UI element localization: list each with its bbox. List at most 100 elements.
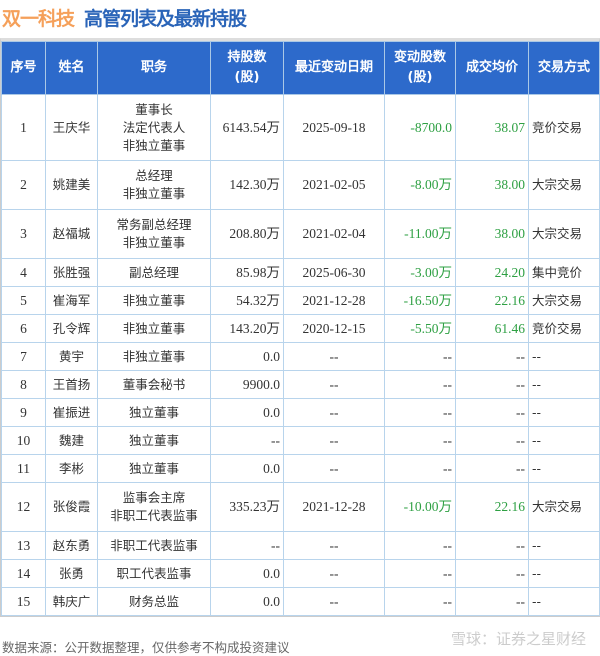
page-title: 双一科技 高管列表及最新持股 [2, 4, 247, 31]
cell-method: -- [528, 454, 600, 483]
cell-no: 9 [1, 398, 46, 427]
table-row: 4 张胜强 副总经理 85.98万 2025-06-30 -3.00万 24.20 集中竞价 [1, 258, 600, 287]
cell-no: 12 [1, 482, 46, 532]
executives-table: 序号 姓名 职务 持股数 (股) 最近变动日期 变动股数 (股) 成交均价 交易方式 1 王庆华… [0, 38, 600, 617]
table-row: 5 崔海军 非独立董事 54.32万 2021-12-28 -16.50万 22.16 大宗交… [1, 286, 600, 315]
cell-role: 董事长 法定代表人 非独立董事 [97, 94, 211, 161]
cell-change: -11.00万 [384, 209, 456, 259]
column-header: 交易方式 [528, 41, 600, 95]
cell-shares: 54.32万 [210, 286, 284, 315]
cell-name: 赵福城 [45, 209, 98, 259]
cell-no: 14 [1, 559, 46, 588]
cell-date: 2025-06-30 [283, 258, 385, 287]
cell-shares: 0.0 [210, 559, 284, 588]
cell-price: 24.20 [455, 258, 529, 287]
cell-no: 7 [1, 342, 46, 371]
cell-change: -- [384, 587, 456, 616]
cell-change: -3.00万 [384, 258, 456, 287]
column-header: 序号 [1, 41, 46, 95]
table-row: 2 姚建美 总经理 非独立董事 142.30万 2021-02-05 -8.00万 38.0… [1, 160, 600, 210]
column-header: 变动股数 (股) [384, 41, 456, 95]
table-row: 7 黄宇 非独立董事 0.0 -- -- -- -- [1, 342, 600, 371]
cell-price: 38.00 [455, 209, 529, 259]
cell-method: 竞价交易 [528, 314, 600, 343]
cell-price: -- [455, 426, 529, 455]
cell-no: 1 [1, 94, 46, 161]
cell-shares: 6143.54万 [210, 94, 284, 161]
cell-change: -- [384, 398, 456, 427]
cell-name: 赵东勇 [45, 531, 98, 560]
cell-price: 38.07 [455, 94, 529, 161]
cell-method: 大宗交易 [528, 209, 600, 259]
cell-role: 董事会秘书 [97, 370, 211, 399]
cell-date: 2021-12-28 [283, 286, 385, 315]
cell-date: -- [283, 370, 385, 399]
cell-name: 崔振进 [45, 398, 98, 427]
cell-role: 非职工代表监事 [97, 531, 211, 560]
cell-shares: 0.0 [210, 454, 284, 483]
cell-name: 李彬 [45, 454, 98, 483]
cell-name: 王庆华 [45, 94, 98, 161]
cell-change: -10.00万 [384, 482, 456, 532]
cell-change: -5.50万 [384, 314, 456, 343]
table-row: 6 孔令辉 非独立董事 143.20万 2020-12-15 -5.50万 61.46 竞价交… [1, 314, 600, 343]
cell-date: -- [283, 559, 385, 588]
table-row: 13 赵东勇 非职工代表监事 -- -- -- -- -- [1, 531, 600, 560]
cell-shares: 0.0 [210, 587, 284, 616]
table-row: 10 魏建 独立董事 -- -- -- -- -- [1, 426, 600, 455]
cell-date: -- [283, 398, 385, 427]
cell-price: -- [455, 454, 529, 483]
cell-price: 61.46 [455, 314, 529, 343]
cell-change: -- [384, 559, 456, 588]
cell-name: 韩庆广 [45, 587, 98, 616]
column-header: 最近变动日期 [283, 41, 385, 95]
cell-role: 财务总监 [97, 587, 211, 616]
cell-shares: -- [210, 426, 284, 455]
cell-name: 魏建 [45, 426, 98, 455]
cell-role: 监事会主席 非职工代表监事 [97, 482, 211, 532]
table-row: 14 张勇 职工代表监事 0.0 -- -- -- -- [1, 559, 600, 588]
cell-price: -- [455, 587, 529, 616]
cell-role: 非独立董事 [97, 342, 211, 371]
table-title: 高管列表及最新持股 [84, 8, 247, 30]
cell-role: 职工代表监事 [97, 559, 211, 588]
cell-shares: 142.30万 [210, 160, 284, 210]
cell-date: -- [283, 342, 385, 371]
cell-price: -- [455, 559, 529, 588]
cell-method: -- [528, 342, 600, 371]
column-header: 持股数 (股) [210, 41, 284, 95]
cell-date: 2021-12-28 [283, 482, 385, 532]
cell-shares: 0.0 [210, 398, 284, 427]
cell-date: 2020-12-15 [283, 314, 385, 343]
cell-method: -- [528, 559, 600, 588]
cell-date: -- [283, 454, 385, 483]
cell-method: -- [528, 426, 600, 455]
cell-name: 黄宇 [45, 342, 98, 371]
cell-method: -- [528, 587, 600, 616]
cell-price: 22.16 [455, 286, 529, 315]
cell-method: 大宗交易 [528, 160, 600, 210]
cell-role: 副总经理 [97, 258, 211, 287]
cell-no: 8 [1, 370, 46, 399]
cell-role: 独立董事 [97, 426, 211, 455]
cell-no: 13 [1, 531, 46, 560]
watermark: 雪球：证券之星财经 [450, 630, 586, 648]
table-row: 9 崔振进 独立董事 0.0 -- -- -- -- [1, 398, 600, 427]
cell-name: 崔海军 [45, 286, 98, 315]
cell-name: 张俊霞 [45, 482, 98, 532]
cell-method: -- [528, 398, 600, 427]
cell-name: 张胜强 [45, 258, 98, 287]
cell-no: 2 [1, 160, 46, 210]
cell-change: -8700.0 [384, 94, 456, 161]
cell-no: 6 [1, 314, 46, 343]
table-row: 11 李彬 独立董事 0.0 -- -- -- -- [1, 454, 600, 483]
cell-price: -- [455, 370, 529, 399]
cell-role: 独立董事 [97, 398, 211, 427]
cell-change: -- [384, 531, 456, 560]
cell-price: -- [455, 398, 529, 427]
cell-shares: -- [210, 531, 284, 560]
cell-no: 10 [1, 426, 46, 455]
cell-method: -- [528, 370, 600, 399]
cell-name: 孔令辉 [45, 314, 98, 343]
cell-role: 独立董事 [97, 454, 211, 483]
